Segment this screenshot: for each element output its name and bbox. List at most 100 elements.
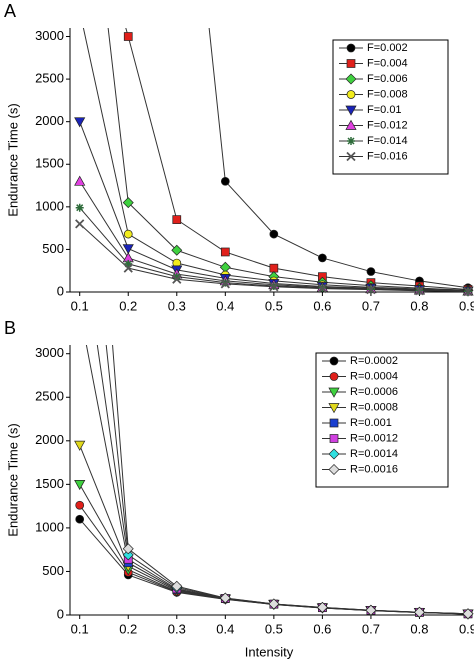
marker [74,175,86,186]
y-tick-label: 1000 [35,519,64,534]
series-line [79,504,469,615]
legend-label: R=0.0004 [350,370,398,382]
y-tick-label: 1000 [35,198,64,213]
marker [75,514,85,524]
y-tick-label: 1500 [35,156,64,171]
legend-marker [346,151,356,162]
x-tick-label: 0.9 [459,621,474,636]
legend-label: R=0.0014 [350,448,398,460]
legend-label: F=0.006 [367,73,408,85]
legend-marker [345,119,357,130]
legend-marker [329,356,339,366]
marker [122,244,134,255]
marker [75,87,85,97]
marker [221,278,230,287]
plot-area [74,28,474,297]
marker [220,176,230,186]
x-tick-label: 0.6 [313,298,331,313]
marker [316,601,328,613]
marker [268,598,280,610]
marker [366,284,376,295]
y-tick-label: 0 [57,283,64,298]
marker [219,592,231,604]
y-tick-label: 3000 [35,28,64,43]
marker [122,549,134,561]
x-tick-label: 0.4 [216,298,234,313]
y-tick-label: 0 [57,606,64,621]
marker [414,286,425,296]
marker [75,219,85,229]
marker [413,606,425,618]
legend-marker [328,464,340,475]
marker [123,229,133,239]
x-tick-label: 0.9 [459,298,474,313]
legend-label: F=0.004 [367,57,408,69]
legend-label: R=0.0008 [350,401,398,413]
x-tick-label: 0.4 [216,621,234,636]
x-tick-label: 0.7 [362,621,380,636]
marker [123,263,133,273]
legend-marker [329,372,339,381]
marker [172,274,182,284]
plot-area [74,87,474,620]
x-tick-label: 0.5 [265,621,283,636]
y-tick-label: 2000 [35,113,64,128]
marker [269,263,279,273]
x-tick-label: 0.2 [119,621,137,636]
marker [74,480,86,491]
legend-label: F=0.002 [367,42,408,54]
y-axis-label: Endurance Time (s) [5,423,20,536]
marker [172,272,181,281]
marker [74,440,86,451]
legend-marker [328,448,340,460]
legend-marker [346,43,356,53]
marker [220,247,230,257]
marker [75,203,84,212]
x-tick-label: 0.8 [410,621,428,636]
marker [462,608,474,620]
marker [220,279,230,289]
y-axis-label: Endurance Time (s) [5,103,20,216]
marker [122,543,134,555]
x-tick-label: 0.3 [168,621,186,636]
x-tick-label: 0.1 [71,298,89,313]
legend-label: F=0.016 [367,150,408,162]
y-tick-label: 3000 [35,345,64,360]
x-tick-label: 0.1 [71,621,89,636]
marker [269,229,279,239]
legend-label: R=0.0012 [350,432,398,444]
marker [365,604,377,616]
marker [123,32,133,41]
legend-marker [328,403,340,414]
panel-label: A [4,1,16,21]
y-tick-label: 2500 [35,71,64,86]
y-tick-label: 500 [42,563,64,578]
legend-label: R=0.0002 [350,355,398,367]
y-tick-label: 500 [42,241,64,256]
marker [269,282,279,292]
legend-label: F=0.008 [367,88,408,100]
marker [366,267,376,276]
legend-marker [346,90,356,99]
legend-marker [346,59,356,68]
x-tick-label: 0.8 [410,298,428,313]
marker [171,244,183,256]
x-tick-label: 0.7 [362,298,380,313]
y-tick-label: 1500 [35,476,64,491]
marker [463,286,473,297]
marker [74,117,86,128]
x-tick-label: 0.3 [168,298,186,313]
legend-label: F=0.01 [367,104,402,116]
legend-marker [347,137,355,145]
marker [75,500,85,510]
legend-marker [345,105,357,116]
panel-label: B [4,318,16,338]
legend-marker [345,73,357,85]
marker [317,283,328,294]
x-axis-label: Intensity [245,644,294,659]
x-tick-label: 0.6 [313,621,331,636]
marker [122,197,134,209]
legend-label: R=0.001 [350,417,392,429]
